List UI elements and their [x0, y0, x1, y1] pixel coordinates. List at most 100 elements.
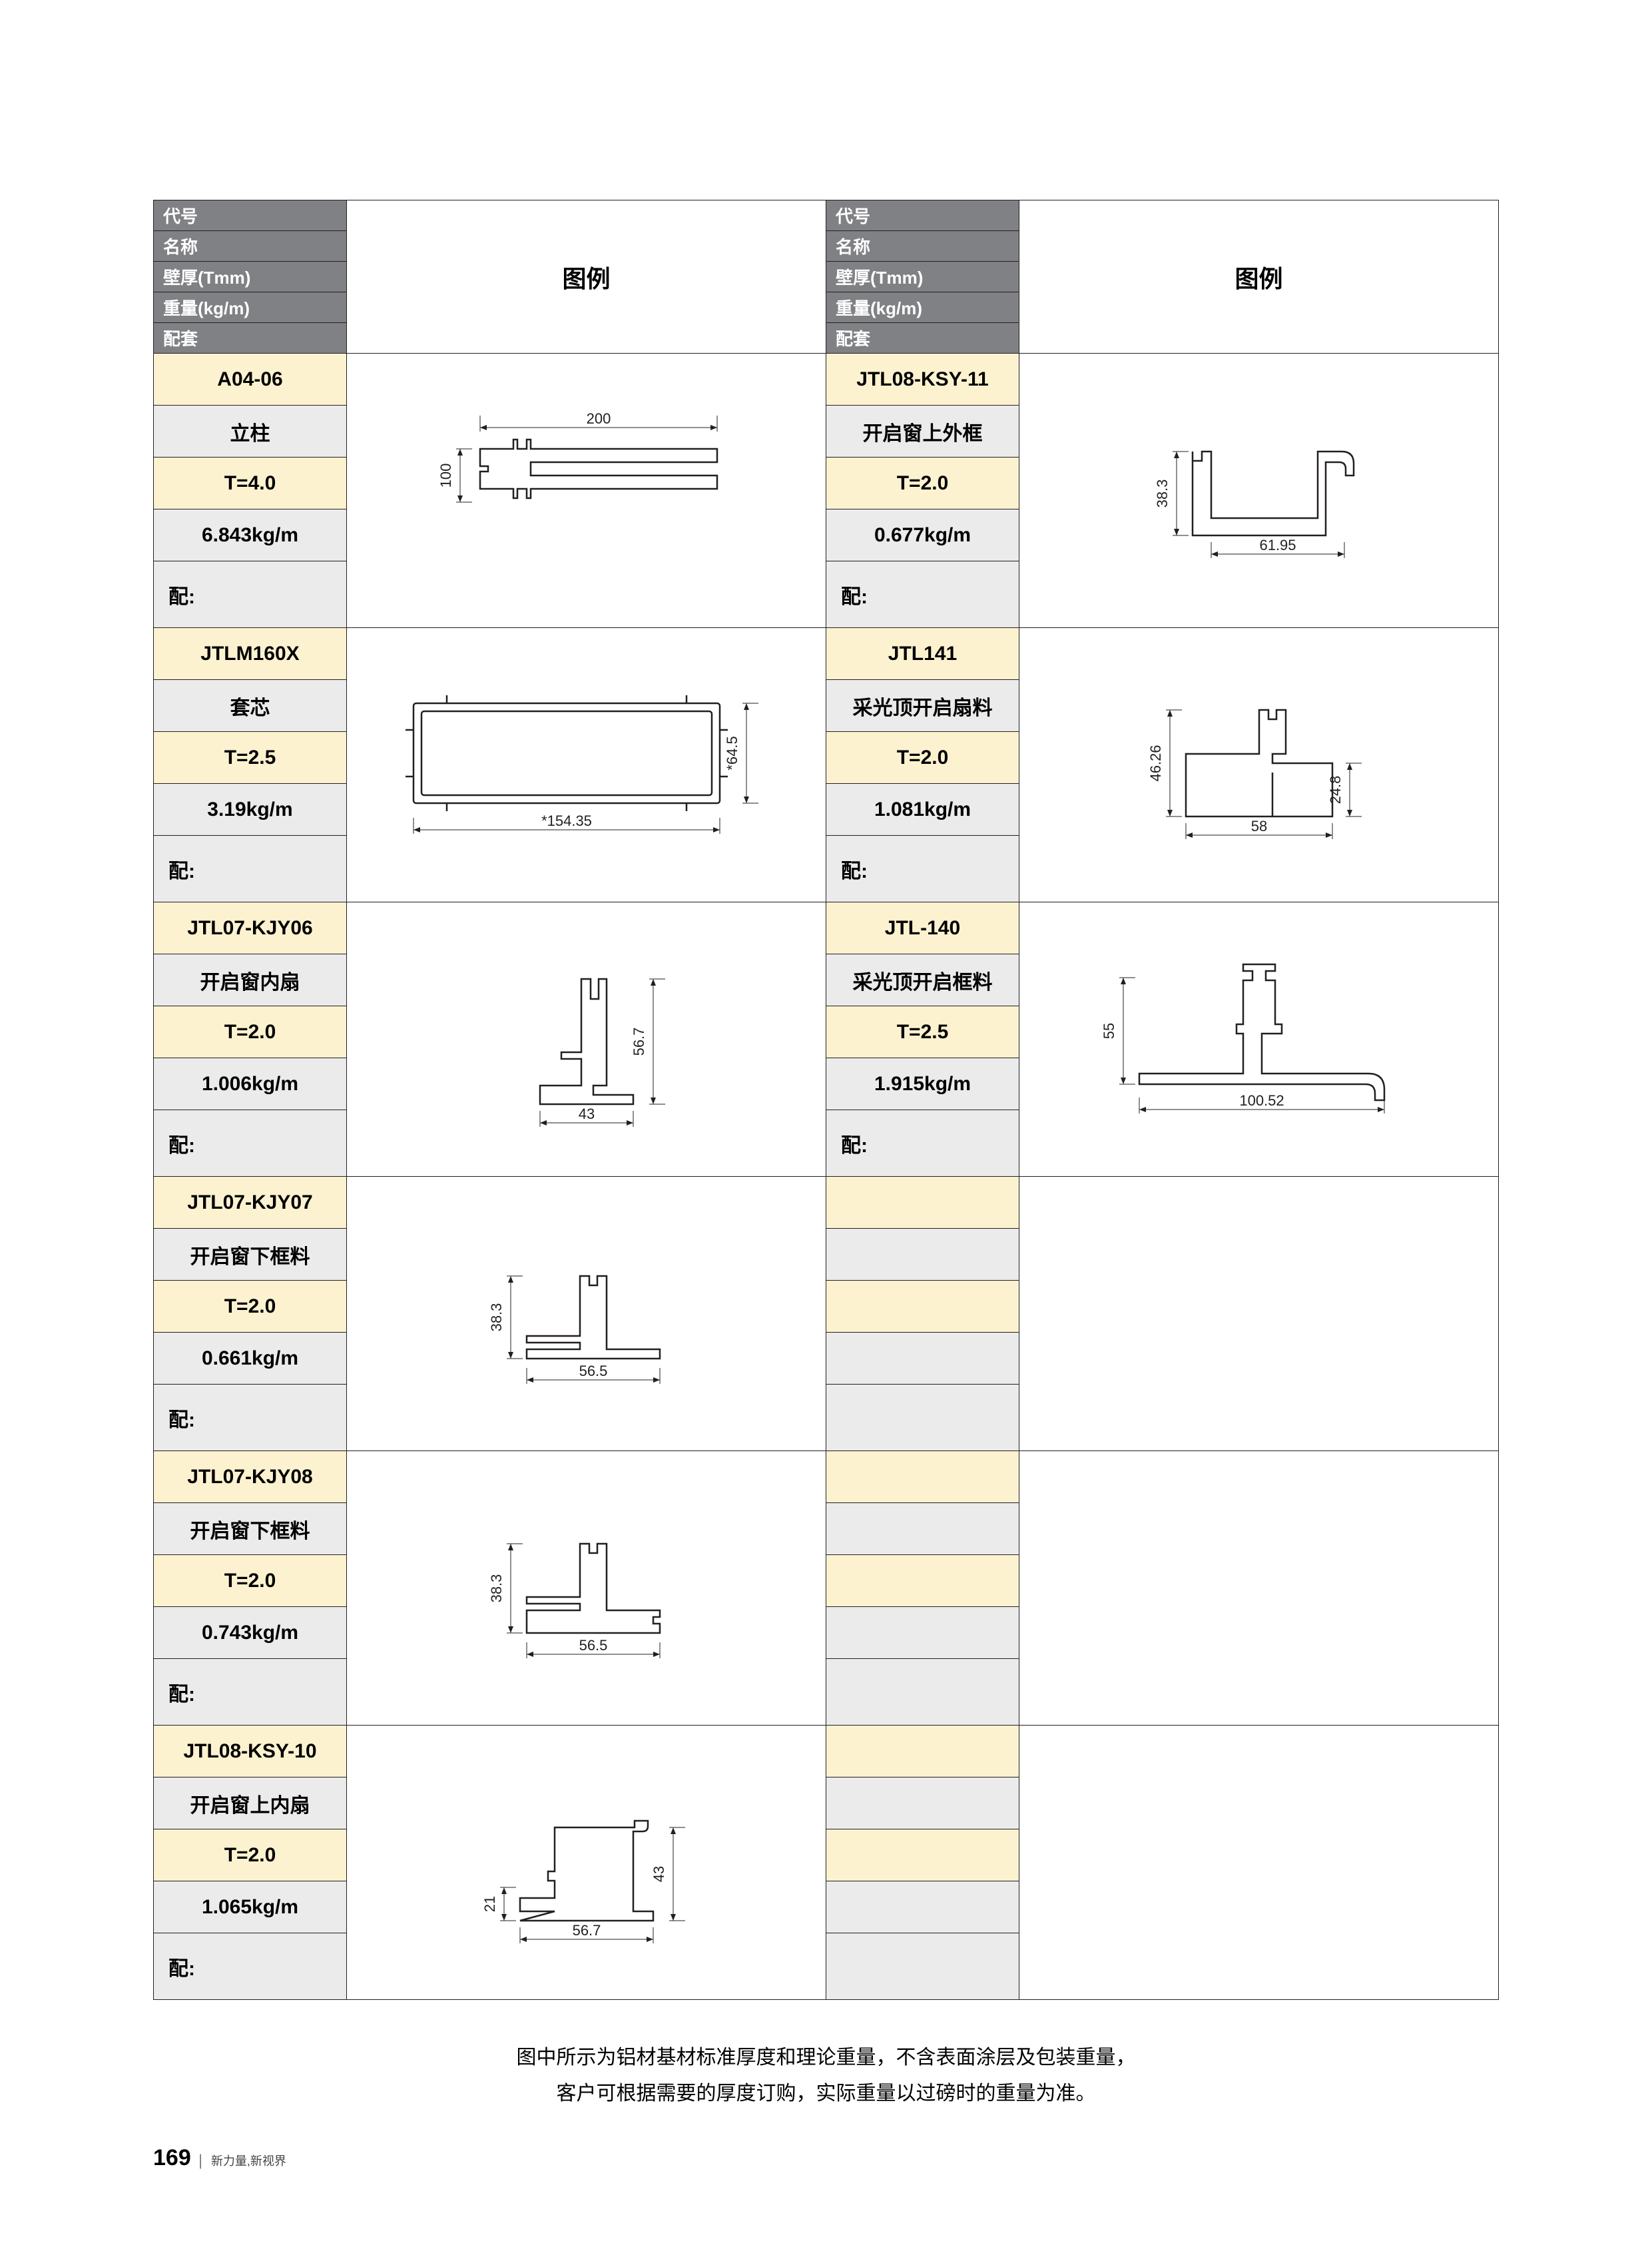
legend-right: 图例	[1019, 200, 1499, 354]
right-4-diagram	[1019, 1451, 1499, 1726]
svg-text:100.52: 100.52	[1239, 1092, 1284, 1109]
svg-text:*154.35: *154.35	[541, 812, 592, 829]
right-0-code: JTL08-KSY-11	[826, 354, 1019, 406]
svg-text:100: 100	[437, 464, 454, 488]
right-1-weight: 1.081kg/m	[826, 784, 1019, 836]
right-5-accessory	[826, 1933, 1019, 2000]
svg-text:58: 58	[1250, 818, 1266, 834]
left-3-diagram: 56.5 38.3	[347, 1177, 826, 1451]
right-0-name: 开启窗上外框	[826, 406, 1019, 458]
left-1-diagram: *154.35 *64.5	[347, 628, 826, 902]
hdr-accessory-right: 配套	[826, 323, 1019, 354]
left-2-code: JTL07-KJY06	[154, 902, 347, 954]
right-0-diagram: 61.95 38.3	[1019, 354, 1499, 628]
left-0-accessory: 配:	[154, 561, 347, 628]
left-5-diagram: 56.7 43 21	[347, 1726, 826, 2000]
left-5-accessory: 配:	[154, 1933, 347, 2000]
left-0-name: 立柱	[154, 406, 347, 458]
footnote-line1: 图中所示为铝材基材标准厚度和理论重量，不含表面涂层及包装重量，	[153, 2040, 1499, 2076]
hdr-code-right: 代号	[826, 200, 1019, 231]
left-4-thickness: T=2.0	[154, 1555, 347, 1607]
right-3-weight	[826, 1333, 1019, 1385]
left-1-weight: 3.19kg/m	[154, 784, 347, 836]
left-4-accessory: 配:	[154, 1659, 347, 1726]
right-1-code: JTL141	[826, 628, 1019, 680]
left-4-diagram: 56.5 38.3	[347, 1451, 826, 1726]
left-1-name: 套芯	[154, 680, 347, 732]
hdr-name-right: 名称	[826, 231, 1019, 262]
left-5-weight: 1.065kg/m	[154, 1881, 347, 1933]
left-1-thickness: T=2.5	[154, 732, 347, 784]
right-5-weight	[826, 1881, 1019, 1933]
right-4-code	[826, 1451, 1019, 1503]
left-0-thickness: T=4.0	[154, 458, 347, 509]
svg-text:56.7: 56.7	[631, 1028, 647, 1056]
right-4-weight	[826, 1607, 1019, 1659]
footnote: 图中所示为铝材基材标准厚度和理论重量，不含表面涂层及包装重量， 客户可根据需要的…	[153, 2040, 1499, 2112]
right-3-accessory	[826, 1385, 1019, 1451]
right-5-diagram	[1019, 1726, 1499, 2000]
right-0-thickness: T=2.0	[826, 458, 1019, 509]
hdr-weight-right: 重量(kg/m)	[826, 292, 1019, 323]
svg-text:56.5: 56.5	[579, 1363, 607, 1379]
left-0-weight: 6.843kg/m	[154, 509, 347, 561]
right-4-accessory	[826, 1659, 1019, 1726]
right-3-thickness	[826, 1281, 1019, 1333]
right-3-name	[826, 1229, 1019, 1281]
right-5-name	[826, 1777, 1019, 1829]
left-1-code: JTLM160X	[154, 628, 347, 680]
left-2-name: 开启窗内扇	[154, 954, 347, 1006]
right-5-code	[826, 1726, 1019, 1777]
left-4-code: JTL07-KJY08	[154, 1451, 347, 1503]
left-5-name: 开启窗上内扇	[154, 1777, 347, 1829]
right-1-diagram: 58 46.26 24.8	[1019, 628, 1499, 902]
svg-text:43: 43	[578, 1106, 594, 1122]
left-1-accessory: 配:	[154, 836, 347, 902]
hdr-thickness-right: 壁厚(Tmm)	[826, 262, 1019, 292]
svg-text:61.95: 61.95	[1259, 537, 1296, 553]
right-2-name: 采光顶开启框料	[826, 954, 1019, 1006]
svg-text:21: 21	[481, 1896, 498, 1912]
right-4-name	[826, 1503, 1019, 1555]
left-2-weight: 1.006kg/m	[154, 1058, 347, 1110]
page-number: 169	[153, 2145, 191, 2170]
left-3-code: JTL07-KJY07	[154, 1177, 347, 1229]
right-2-diagram: 100.52 55	[1019, 902, 1499, 1177]
left-3-thickness: T=2.0	[154, 1281, 347, 1333]
left-0-diagram: 200 100	[347, 354, 826, 628]
right-5-thickness	[826, 1829, 1019, 1881]
svg-text:200: 200	[586, 410, 611, 427]
right-3-code	[826, 1177, 1019, 1229]
right-1-name: 采光顶开启扇料	[826, 680, 1019, 732]
left-2-accessory: 配:	[154, 1110, 347, 1177]
svg-text:38.3: 38.3	[488, 1303, 505, 1332]
svg-text:38.3: 38.3	[488, 1574, 505, 1603]
svg-text:43: 43	[651, 1866, 667, 1882]
svg-text:56.7: 56.7	[572, 1922, 601, 1939]
right-1-accessory: 配:	[826, 836, 1019, 902]
left-4-name: 开启窗下框料	[154, 1503, 347, 1555]
svg-text:38.3: 38.3	[1154, 480, 1171, 508]
right-0-weight: 0.677kg/m	[826, 509, 1019, 561]
right-2-code: JTL-140	[826, 902, 1019, 954]
catalog-table: 代号图例代号图例名称名称壁厚(Tmm)壁厚(Tmm)重量(kg/m)重量(kg/…	[153, 200, 1499, 2000]
right-3-diagram	[1019, 1177, 1499, 1451]
right-2-thickness: T=2.5	[826, 1006, 1019, 1058]
svg-text:24.8: 24.8	[1327, 776, 1344, 804]
hdr-weight-left: 重量(kg/m)	[154, 292, 347, 323]
left-5-code: JTL08-KSY-10	[154, 1726, 347, 1777]
hdr-accessory-left: 配套	[154, 323, 347, 354]
right-1-thickness: T=2.0	[826, 732, 1019, 784]
left-3-accessory: 配:	[154, 1385, 347, 1451]
left-5-thickness: T=2.0	[154, 1829, 347, 1881]
left-2-diagram: 43 56.7	[347, 902, 826, 1177]
left-0-code: A04-06	[154, 354, 347, 406]
left-4-weight: 0.743kg/m	[154, 1607, 347, 1659]
left-3-name: 开启窗下框料	[154, 1229, 347, 1281]
svg-text:46.26: 46.26	[1147, 745, 1164, 781]
right-0-accessory: 配:	[826, 561, 1019, 628]
page-number-block: 169 │ 新力量,新视界	[153, 2145, 1499, 2171]
legend-left: 图例	[347, 200, 826, 354]
right-2-accessory: 配:	[826, 1110, 1019, 1177]
svg-text:*64.5: *64.5	[724, 736, 740, 770]
